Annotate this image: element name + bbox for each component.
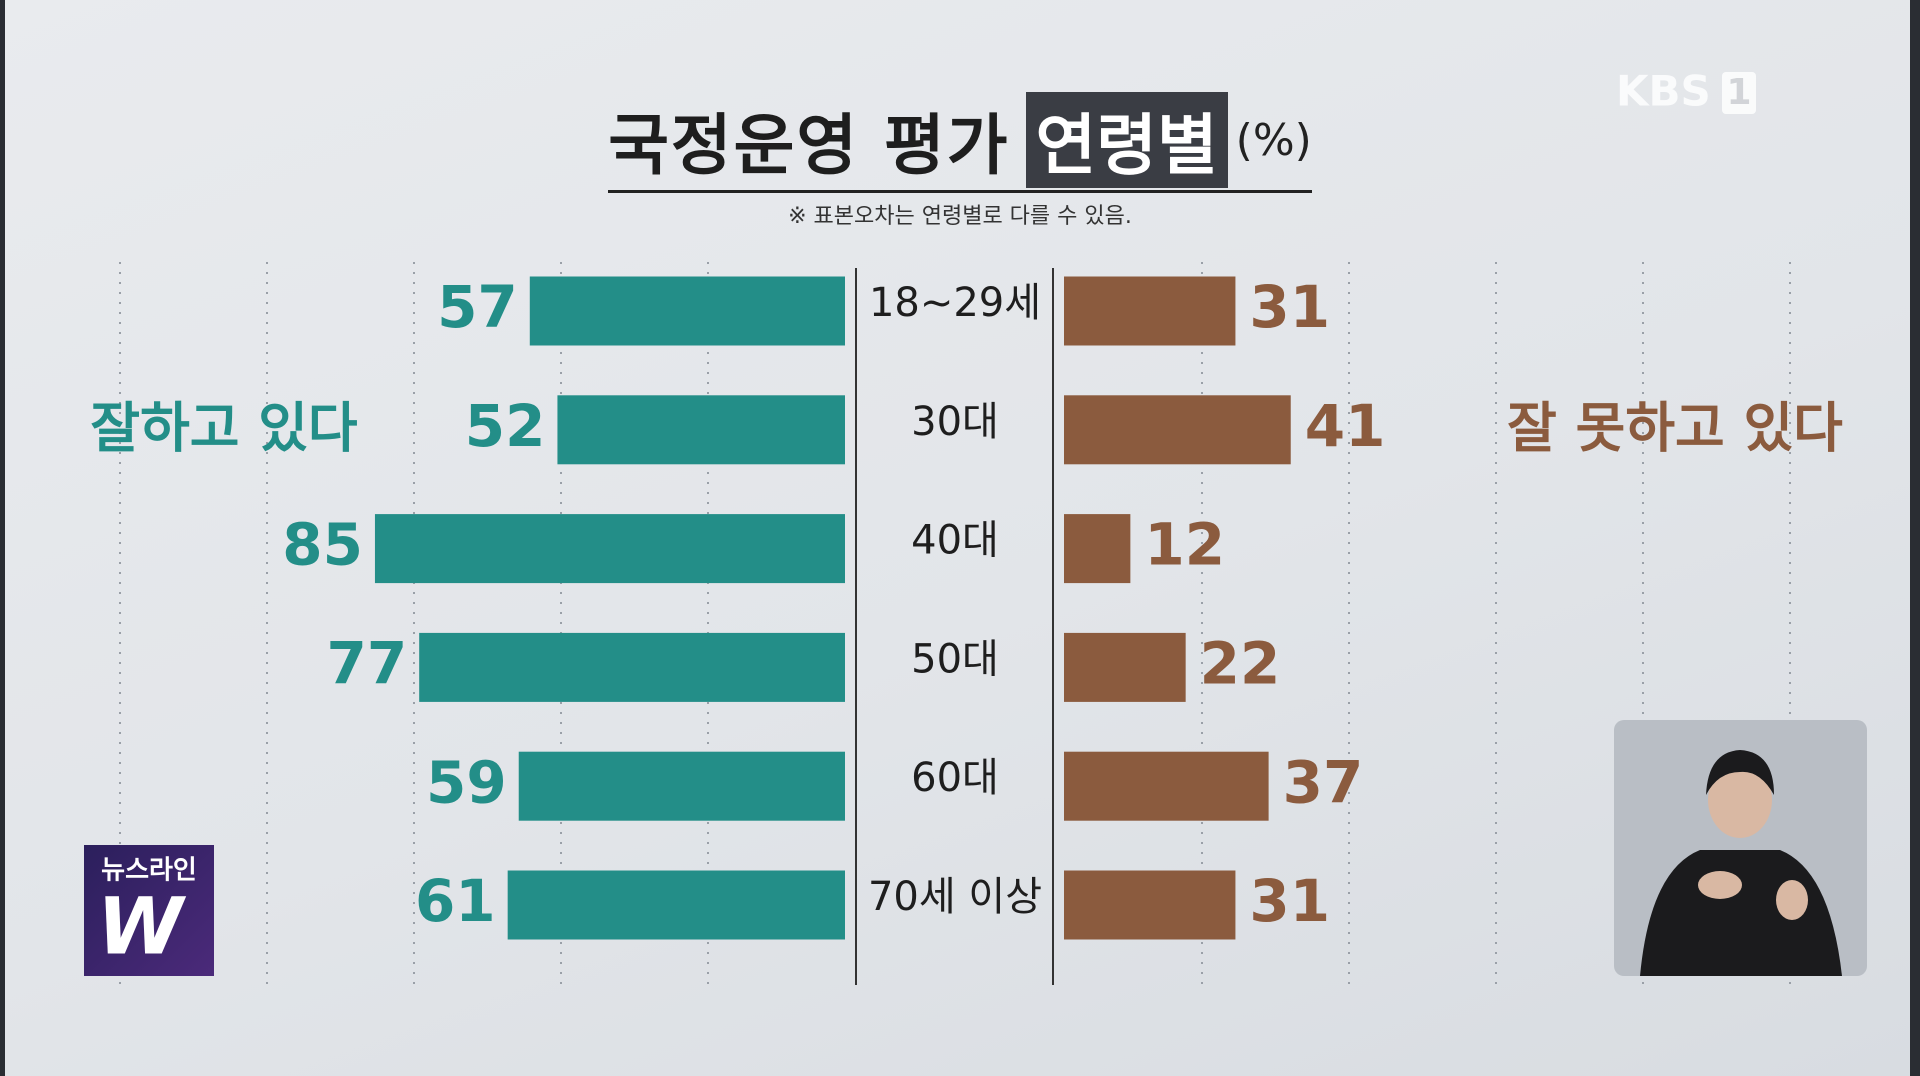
value-label: 22 xyxy=(1200,630,1281,698)
category-label: 40대 xyxy=(911,518,999,564)
bar xyxy=(1064,632,1186,702)
value-label: 61 xyxy=(415,867,496,935)
bar xyxy=(557,395,845,465)
program-box xyxy=(84,845,214,976)
chart-title: 국정운영 평가 xyxy=(608,107,1010,184)
left-legend: 잘하고 있다 xyxy=(90,397,358,460)
category-label: 50대 xyxy=(911,636,999,682)
value-label: 77 xyxy=(326,630,407,698)
category-label: 18~29세 xyxy=(869,280,1041,326)
value-label: 57 xyxy=(437,273,518,341)
bar xyxy=(507,870,845,940)
bar xyxy=(374,514,845,584)
category-label: 30대 xyxy=(911,399,999,445)
title-highlight: 연령별 xyxy=(1025,92,1228,188)
interpreter-hand xyxy=(1776,880,1808,920)
value-label: 12 xyxy=(1144,511,1225,579)
kbs-logo: KBS 1 xyxy=(1616,67,1756,116)
value-label: 59 xyxy=(426,748,507,816)
bar xyxy=(1064,870,1236,940)
bar xyxy=(1064,395,1291,465)
frame-edge xyxy=(1910,0,1920,1076)
value-label: 41 xyxy=(1305,392,1386,460)
program: 뉴스라인 xyxy=(101,856,197,886)
value-label: 37 xyxy=(1283,748,1364,816)
program-logo: 뉴스라인 W xyxy=(84,845,214,976)
title-unit: (%) xyxy=(1235,114,1312,166)
value-label: 31 xyxy=(1249,867,1330,935)
title-row: 국정운영 평가 연령별 (%) xyxy=(0,92,1920,193)
interpreter-hand xyxy=(1698,871,1742,899)
category-label: 70세 이상 xyxy=(868,874,1042,920)
interpreter-face xyxy=(1708,762,1772,838)
bar xyxy=(419,632,845,702)
program-mark: W xyxy=(97,882,187,972)
subtitle: ※ 표본오차는 연령별로 다를 수 있음. xyxy=(788,204,1132,229)
value-label: 52 xyxy=(465,392,546,460)
bar xyxy=(1064,514,1131,584)
broadcaster: KBS xyxy=(1616,67,1711,116)
bar xyxy=(529,276,845,346)
title-block: 국정운영 평가 연령별 (%) xyxy=(608,92,1312,193)
channel: 1 xyxy=(1726,72,1751,113)
value-label: 85 xyxy=(282,511,363,579)
frame-edge xyxy=(0,0,5,1076)
category-label: 60대 xyxy=(911,755,999,801)
bar xyxy=(1064,276,1236,346)
sign-interpreter xyxy=(1614,720,1867,976)
channel-box xyxy=(1722,72,1756,114)
background-dots xyxy=(119,262,1791,990)
right-legend: 잘 못하고 있다 xyxy=(1507,397,1843,460)
bar xyxy=(518,751,845,821)
value-label: 31 xyxy=(1249,273,1330,341)
interpreter-hair xyxy=(1706,750,1774,795)
bar xyxy=(1064,751,1269,821)
